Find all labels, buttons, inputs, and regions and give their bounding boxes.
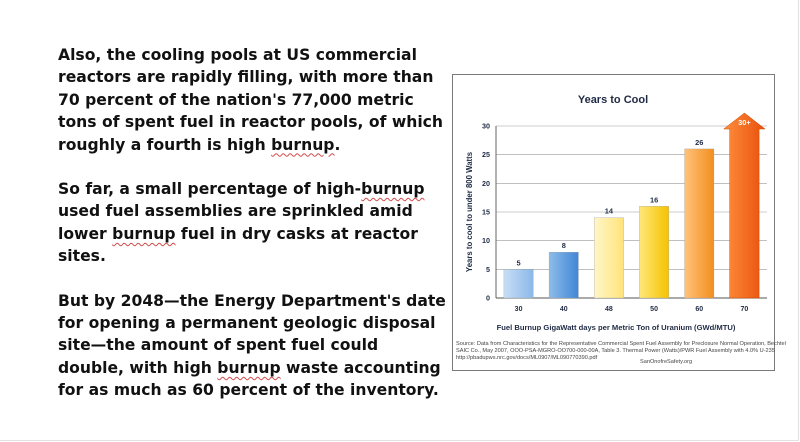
- y-tick-label: 10: [482, 236, 490, 245]
- spellcheck-word: burnup: [361, 180, 425, 199]
- y-tick-label: 0: [486, 294, 490, 303]
- source-line: SAIC Co., May 2007, OOO-PSA-MGRO-OO700-0…: [456, 348, 775, 354]
- y-tick-label: 30: [482, 122, 490, 131]
- x-tick-label: 70: [741, 306, 749, 313]
- data-label: 26: [695, 138, 703, 147]
- x-axis-label: Fuel Burnup GigaWatt days per Metric Ton…: [497, 323, 736, 332]
- y-tick-label: 20: [482, 179, 490, 188]
- x-tick-label: 40: [560, 306, 568, 313]
- bar: [548, 251, 579, 299]
- paragraph-2-end: fuel in dry casks at reactor sites.: [58, 224, 418, 266]
- spellcheck-word: burnup: [217, 358, 281, 377]
- paragraph-2: So far, a small percentage of high-burnu…: [58, 178, 448, 268]
- bar: [594, 217, 624, 299]
- y-axis-label: Years to cool to under 800 Watts: [465, 151, 474, 272]
- data-label: 16: [650, 195, 658, 204]
- paragraph-1-text: Also, the cooling pools at US commercial…: [58, 46, 444, 154]
- chart-source-note: Source: Data from Characteristics for th…: [456, 341, 786, 362]
- y-tick-label: 5: [486, 265, 490, 274]
- spellcheck-word: burnup: [112, 224, 176, 243]
- slide-text: Also, the cooling pools at US commercial…: [58, 44, 448, 424]
- bar: [684, 148, 715, 299]
- x-tick-label: 60: [695, 306, 703, 313]
- x-tick-label: 48: [605, 306, 613, 313]
- bar: [503, 269, 534, 299]
- paragraph-1: Also, the cooling pools at US commercial…: [58, 44, 448, 156]
- chart-title: Years to Cool: [578, 94, 648, 106]
- source-line: Source: Data from Characteristics for th…: [456, 341, 786, 347]
- bar: [723, 112, 766, 299]
- paragraph-2-text: used fuel assemblies are sprinkled amid …: [58, 202, 413, 243]
- x-tick-label: 50: [650, 306, 658, 313]
- data-label: 8: [562, 241, 566, 250]
- paragraph-3-end: waste accounting for as much as 60 perce…: [58, 358, 441, 400]
- y-tick-label: 15: [482, 208, 490, 217]
- chart-credit: SanOnofreSafety.org: [640, 359, 693, 365]
- data-label: 30+: [738, 118, 751, 127]
- source-line: http://pbadupws.nrc.gov/docs/ML0907/ML09…: [456, 355, 598, 361]
- paragraph-2-text: So far, a small percentage of high-: [58, 180, 362, 199]
- paragraph-3-text: But by 2048—the Energy Department's date…: [58, 291, 446, 377]
- x-tick-label: 30: [515, 306, 523, 313]
- data-label: 5: [517, 258, 521, 267]
- paragraph-3: But by 2048—the Energy Department's date…: [58, 290, 448, 402]
- paragraph-1-end: .: [334, 135, 341, 154]
- y-tick-label: 25: [482, 150, 490, 159]
- spellcheck-word: burnup: [271, 135, 335, 154]
- data-label: 14: [605, 207, 614, 216]
- bar: [639, 206, 669, 299]
